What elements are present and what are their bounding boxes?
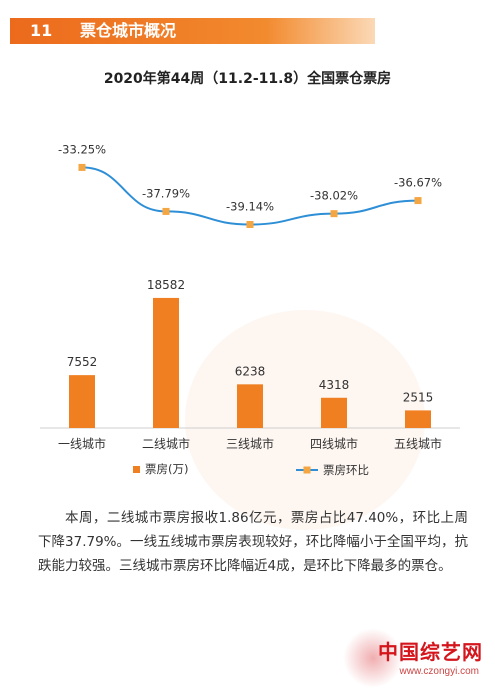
line-point [330,210,338,218]
line-value-label: -37.79% [142,186,190,200]
bar-value-label: 7552 [67,355,98,369]
background-decoration [185,310,425,530]
line-value-label: -38.02% [310,189,358,203]
line-point [246,221,254,229]
bar-value-label: 2515 [403,390,434,404]
watermark-burst-icon [343,628,403,688]
legend-line-label: 票房环比 [323,463,369,477]
legend-bar-label: 票房(万) [145,462,188,476]
line-point [162,207,170,215]
watermark: 中国综艺网 www.czongyi.com [333,628,483,688]
bar-value-label: 18582 [147,278,185,292]
chart-title: 2020年第44周（11.2-11.8）全国票仓票房 [103,71,392,87]
watermark-url: www.czongyi.com [399,666,479,677]
bar-value-label: 4318 [319,378,350,392]
legend-bar-swatch [133,466,140,473]
category-label: 二线城市 [142,436,190,451]
line-value-label: -36.67% [394,176,442,190]
bar [153,297,179,428]
series-line [81,166,419,226]
combo-chart: 7552 18582 6238 4318 2515 一线城市 二线城市 三线城市 四线城市 五线城… [40,142,460,477]
bar [237,384,263,428]
line-point [78,163,86,171]
category-label: 五线城市 [394,436,442,451]
bar [321,397,347,428]
line-value-label: -39.14% [226,200,274,214]
section-header: 11 票仓城市概况 [10,18,375,44]
section-title: 票仓城市概况 [80,21,177,40]
body-paragraph: 本周，二线城市票房报收1.86亿元，票房占比47.40%，环比上周下降37.79… [38,510,468,574]
bar [405,410,431,428]
watermark-logo: 中国综艺网 [378,640,483,664]
line-point [414,197,422,205]
category-label: 一线城市 [58,436,106,451]
category-label: 三线城市 [226,436,274,451]
legend-line-marker [303,466,311,474]
category-label: 四线城市 [310,436,358,451]
section-number: 11 [30,21,53,40]
line-value-label: -33.25% [58,142,106,156]
bar-value-label: 6238 [235,364,266,378]
bar [69,375,95,428]
